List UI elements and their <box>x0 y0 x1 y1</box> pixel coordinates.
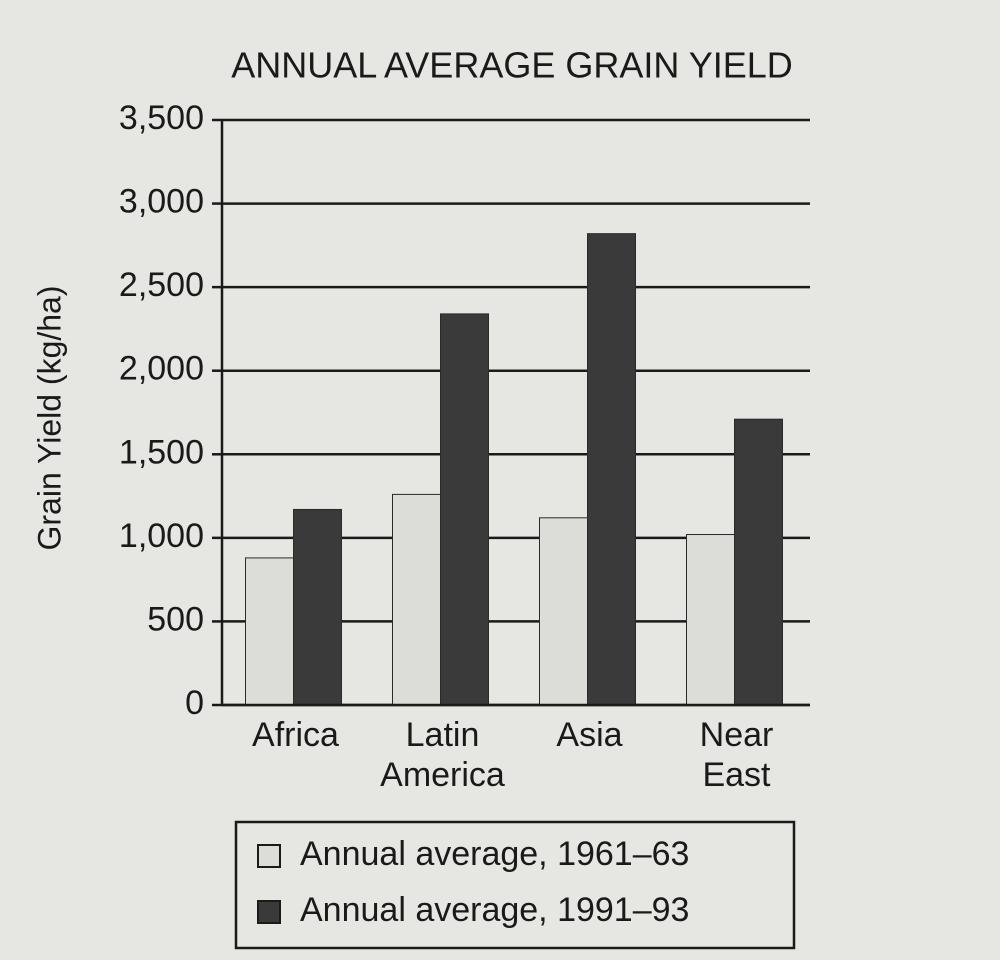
bar <box>734 418 783 706</box>
x-tick-label: Asia <box>556 716 622 754</box>
x-tick-label: Africa <box>252 716 339 754</box>
y-tick-label: 1,500 <box>119 433 204 471</box>
bar <box>539 517 588 706</box>
y-tick-label: 3,000 <box>119 183 204 221</box>
y-tick-label: 1,000 <box>119 517 204 555</box>
bar <box>686 534 735 706</box>
bar <box>245 557 294 706</box>
legend-box <box>234 820 796 950</box>
bar <box>392 493 441 706</box>
bar <box>440 313 489 706</box>
x-tick-label: Latin America <box>380 716 505 794</box>
y-tick-label: 2,000 <box>119 350 204 388</box>
legend-label: Annual average, 1961–63 <box>300 835 689 873</box>
y-tick-label: 2,500 <box>119 266 204 304</box>
legend-swatch <box>257 900 281 924</box>
y-axis-label: Grain Yield (kg/ha) <box>31 285 67 550</box>
legend-swatch <box>257 844 281 868</box>
x-tick-label: Near East <box>700 716 774 794</box>
bar <box>587 233 636 706</box>
chart-title: ANNUAL AVERAGE GRAIN YIELD <box>231 45 793 86</box>
y-tick-label: 500 <box>147 600 204 638</box>
legend-label: Annual average, 1991–93 <box>300 891 689 929</box>
bar <box>293 508 342 706</box>
y-tick-label: 3,500 <box>119 99 204 137</box>
y-tick-label: 0 <box>185 684 204 722</box>
